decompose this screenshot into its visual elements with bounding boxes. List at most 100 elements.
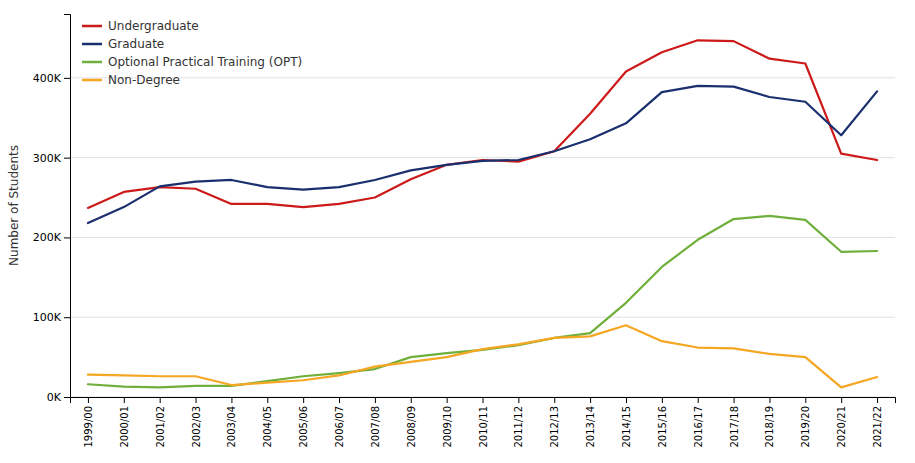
tick: 400K [33, 72, 70, 85]
tick-label: 2016/17 [693, 406, 704, 448]
tick-mark [877, 397, 878, 403]
series-line [88, 216, 877, 388]
tick-mark [64, 158, 70, 159]
x-axis: 1999/00 2000/01 2001/02 2002/03 2003/04 2004/… [71, 397, 896, 448]
tick-mark [518, 397, 519, 403]
tick: 2004/05 [262, 397, 273, 448]
axis-line [64, 15, 71, 398]
series-group [88, 40, 877, 387]
tick-label: 2002/03 [191, 406, 202, 448]
tick-label: 2004/05 [262, 406, 273, 448]
tick-mark [447, 397, 448, 403]
tick-label: 2015/16 [657, 406, 668, 448]
tick-mark [554, 397, 555, 403]
tick-label: 2014/15 [621, 406, 632, 448]
tick: 2003/04 [226, 397, 237, 448]
tick-mark [303, 397, 304, 403]
tick-label: 2010/11 [478, 406, 489, 448]
tick: 2002/03 [191, 397, 202, 448]
tick: 2000/01 [119, 397, 130, 448]
tick-mark [769, 397, 770, 403]
legend-label: Graduate [108, 37, 164, 51]
tick-label: 2007/08 [370, 406, 381, 448]
tick-mark [267, 397, 268, 403]
tick-label: 2008/09 [406, 406, 417, 448]
tick-mark [124, 397, 125, 403]
tick-label: 300K [33, 152, 62, 165]
legend-item: Optional Practical Training (OPT) [82, 55, 302, 69]
tick: 0K [47, 391, 70, 404]
tick: 2021/22 [872, 397, 883, 448]
grid-line [70, 157, 895, 158]
legend-swatch [82, 79, 102, 82]
tick: 2020/21 [836, 397, 847, 448]
grid-line [70, 77, 895, 78]
tick-mark [231, 397, 232, 403]
tick-mark [64, 78, 70, 79]
tick: 2005/06 [298, 397, 309, 448]
tick-mark [590, 397, 591, 403]
axis-title: Number of Students [7, 145, 21, 266]
legend-swatch [82, 43, 102, 46]
tick: 2015/16 [657, 397, 668, 448]
tick-label: 100K [33, 311, 62, 324]
tick-mark [88, 397, 89, 403]
tick-mark [339, 397, 340, 403]
tick-mark [698, 397, 699, 403]
tick: 2006/07 [334, 397, 345, 448]
tick: 2011/12 [513, 397, 524, 448]
tick-label: 2001/02 [155, 406, 166, 448]
legend-item: Non-Degree [82, 73, 180, 87]
tick-mark [64, 397, 70, 398]
tick-label: 2017/18 [729, 406, 740, 448]
tick-mark [64, 237, 70, 238]
tick-label: 2005/06 [298, 406, 309, 448]
tick: 2014/15 [621, 397, 632, 448]
tick-label: 400K [33, 72, 62, 85]
tick-label: 2021/22 [872, 406, 883, 448]
tick-mark [734, 397, 735, 403]
grid [70, 78, 895, 397]
series-line [88, 325, 877, 387]
tick-label: 2019/20 [800, 406, 811, 448]
tick: 100K [33, 311, 70, 324]
tick-mark [196, 397, 197, 403]
tick-label: 2013/14 [585, 406, 596, 448]
tick-mark [64, 317, 70, 318]
tick-label: 1999/00 [83, 406, 94, 448]
tick-mark [375, 397, 376, 403]
tick: 300K [33, 152, 70, 165]
tick-mark [841, 397, 842, 403]
axis-line [71, 398, 896, 404]
legend-swatch [82, 25, 102, 28]
tick-mark [160, 397, 161, 403]
tick-label: 2000/01 [119, 406, 130, 448]
chart: 0K 100K 200K 300K 400K 1999/00 2000/01 2001/02 2… [0, 0, 915, 463]
legend-label: Undergraduate [108, 19, 199, 33]
tick-mark [411, 397, 412, 403]
tick-label: 2003/04 [226, 406, 237, 448]
tick-label: 0K [47, 391, 62, 404]
tick: 2010/11 [478, 397, 489, 448]
tick: 2019/20 [800, 397, 811, 448]
tick-label: 2006/07 [334, 406, 345, 448]
tick: 2017/18 [729, 397, 740, 448]
series-line [88, 40, 877, 208]
tick: 1999/00 [83, 397, 94, 448]
tick-label: 2018/19 [764, 406, 775, 448]
legend-label: Non-Degree [108, 73, 180, 87]
tick-label: 2012/13 [549, 406, 560, 448]
legend: Undergraduate Graduate Optional Practical … [82, 19, 302, 87]
tick: 2009/10 [442, 397, 453, 448]
tick-mark [626, 397, 627, 403]
tick: 2008/09 [406, 397, 417, 448]
y-axis: 0K 100K 200K 300K 400K [33, 15, 71, 405]
tick-label: 2009/10 [442, 406, 453, 448]
tick-label: 200K [33, 231, 62, 244]
tick-mark [662, 397, 663, 403]
tick: 2018/19 [764, 397, 775, 448]
tick: 2013/14 [585, 397, 596, 448]
tick: 2016/17 [693, 397, 704, 448]
tick: 200K [33, 231, 70, 244]
tick-mark [483, 397, 484, 403]
